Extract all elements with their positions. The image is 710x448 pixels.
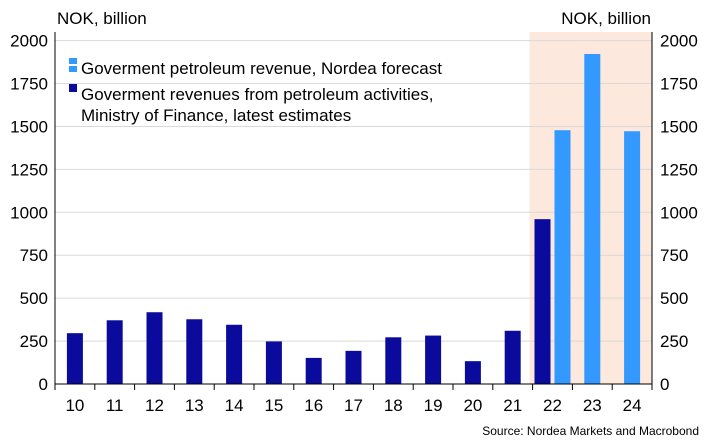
y-tick-label-left: 1750 bbox=[10, 75, 48, 94]
y-tick-label-right: 500 bbox=[660, 289, 688, 308]
y-tick-label-right: 1250 bbox=[660, 160, 698, 179]
bar bbox=[425, 335, 442, 384]
legend-swatch bbox=[69, 84, 77, 92]
y-tick-label-left: 1500 bbox=[10, 117, 48, 136]
legend-label: Ministry of Finance, latest estimates bbox=[81, 106, 351, 125]
x-tick-label: 20 bbox=[463, 396, 482, 415]
x-tick-label: 17 bbox=[344, 396, 363, 415]
y-tick-label-right: 2000 bbox=[660, 32, 698, 51]
right-y-ticks: 0 250 500 750 1000 1250 1500 1750 2000 bbox=[660, 32, 698, 394]
y-tick-label-left: 1000 bbox=[10, 203, 48, 222]
x-tick-label: 10 bbox=[65, 396, 84, 415]
x-tick-label: 22 bbox=[543, 396, 562, 415]
bar bbox=[146, 312, 163, 384]
y-tick-label-left: 1250 bbox=[10, 160, 48, 179]
bar bbox=[66, 333, 83, 384]
bar bbox=[554, 130, 571, 384]
y-tick-label-left: 0 bbox=[39, 375, 48, 394]
right-unit-label: NOK, billion bbox=[561, 9, 651, 28]
bar bbox=[624, 131, 641, 384]
x-tick-label: 18 bbox=[384, 396, 403, 415]
x-tick-label: 19 bbox=[424, 396, 443, 415]
x-tick-label: 11 bbox=[106, 396, 124, 415]
y-tick-label-left: 750 bbox=[20, 246, 48, 265]
y-tick-label-left: 500 bbox=[20, 289, 48, 308]
x-ticks: 10 11 12 13 14 15 16 17 18 19 20 21 22 23 24 bbox=[54, 384, 653, 415]
x-tick-label: 21 bbox=[503, 396, 522, 415]
bar bbox=[385, 337, 402, 384]
left-y-ticks: 0 250 500 750 1000 1250 1500 1750 2000 bbox=[10, 32, 48, 394]
bar bbox=[265, 341, 282, 384]
legend-swatch bbox=[69, 58, 77, 64]
x-tick-label: 24 bbox=[623, 396, 642, 415]
y-tick-label-right: 0 bbox=[660, 375, 669, 394]
y-tick-label-right: 1750 bbox=[660, 75, 698, 94]
bar bbox=[464, 361, 481, 384]
bar bbox=[186, 319, 203, 384]
bar bbox=[504, 330, 521, 384]
y-tick-label-left: 2000 bbox=[10, 32, 48, 51]
x-tick-label: 15 bbox=[264, 396, 283, 415]
x-tick-label: 23 bbox=[583, 396, 602, 415]
legend: Goverment petroleum revenue, Nordea fore… bbox=[69, 58, 442, 125]
y-tick-label-right: 1000 bbox=[660, 203, 698, 222]
legend-label: Goverment revenues from petroleum activi… bbox=[81, 85, 433, 104]
bar bbox=[305, 357, 322, 384]
x-tick-label: 16 bbox=[304, 396, 323, 415]
source-note: Source: Nordea Markets and Macrobond bbox=[482, 424, 699, 438]
legend-label: Goverment petroleum revenue, Nordea fore… bbox=[81, 59, 442, 78]
legend-swatch bbox=[69, 66, 77, 72]
bars bbox=[66, 53, 641, 384]
y-tick-label-left: 250 bbox=[20, 332, 48, 351]
bar bbox=[534, 219, 551, 384]
y-tick-label-right: 1500 bbox=[660, 117, 698, 136]
bar bbox=[584, 53, 601, 384]
left-unit-label: NOK, billion bbox=[57, 9, 147, 28]
x-tick-label: 13 bbox=[185, 396, 204, 415]
x-tick-label: 14 bbox=[225, 396, 244, 415]
y-tick-label-right: 750 bbox=[660, 246, 688, 265]
bar bbox=[345, 350, 362, 384]
x-tick-label: 12 bbox=[145, 396, 164, 415]
y-tick-label-right: 250 bbox=[660, 332, 688, 351]
bar bbox=[226, 324, 243, 384]
bar bbox=[106, 320, 123, 384]
